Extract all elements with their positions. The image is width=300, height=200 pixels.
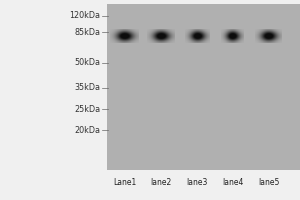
Text: 120kDa: 120kDa xyxy=(70,11,101,20)
Text: lane3: lane3 xyxy=(186,178,207,187)
Text: lane2: lane2 xyxy=(150,178,171,187)
Text: 35kDa: 35kDa xyxy=(74,83,101,92)
Text: lane5: lane5 xyxy=(258,178,279,187)
Text: 50kDa: 50kDa xyxy=(74,58,101,67)
Text: Lane1: Lane1 xyxy=(113,178,136,187)
Text: 20kDa: 20kDa xyxy=(74,126,101,135)
Text: lane4: lane4 xyxy=(222,178,243,187)
Text: 25kDa: 25kDa xyxy=(74,105,101,114)
Text: 85kDa: 85kDa xyxy=(74,28,101,37)
Bar xyxy=(106,4,300,170)
